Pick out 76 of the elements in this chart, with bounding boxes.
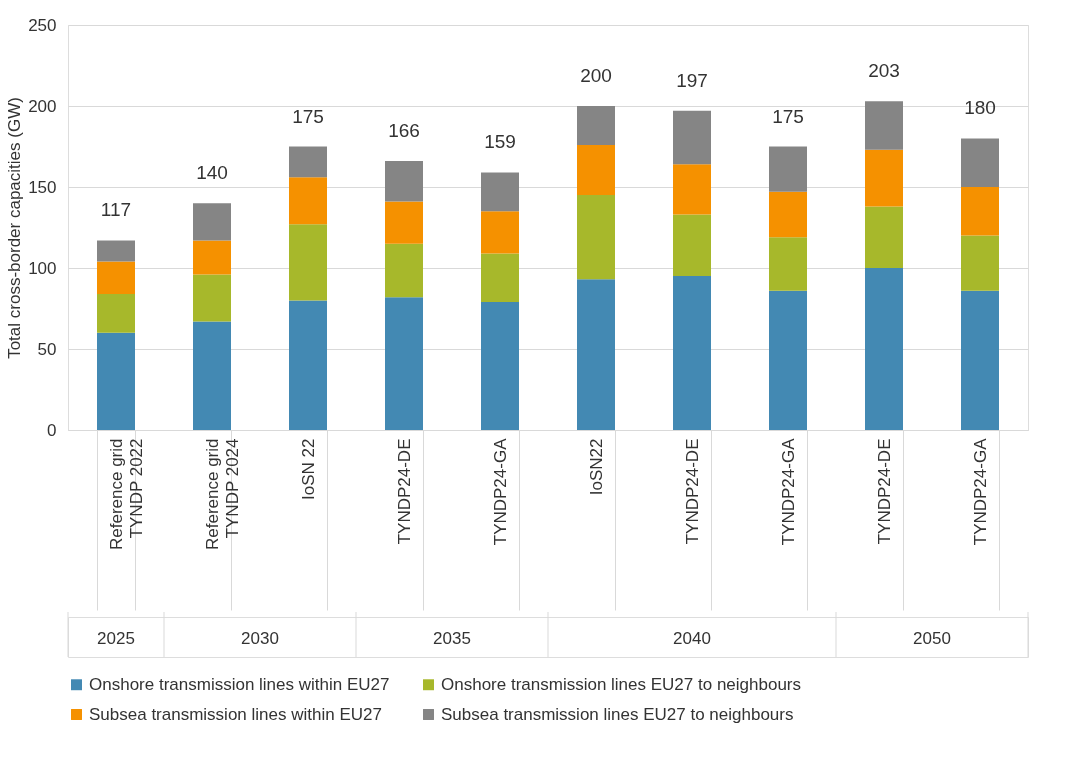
bar: [97, 261, 135, 294]
bar: [673, 164, 711, 215]
x-tick-label: TYNDP24-GA: [778, 437, 798, 546]
bar: [769, 237, 807, 291]
text: 2025: [97, 629, 135, 648]
legend-label: Subsea transmission lines within EU27: [89, 704, 382, 724]
text: 2035: [433, 629, 471, 648]
y-tick-label: 150: [28, 177, 57, 197]
bar: [577, 279, 615, 430]
bar: [769, 146, 807, 192]
x-tick-label: IoSN 22: [298, 438, 318, 500]
bar: [961, 138, 999, 187]
bar: [385, 161, 423, 202]
total-label: 175: [292, 105, 324, 127]
total-label: 159: [484, 131, 516, 153]
x-tick-label: TYNDP24-DE: [874, 438, 894, 545]
bar: [769, 191, 807, 238]
total-label: 166: [388, 120, 420, 142]
total-label: 197: [676, 69, 708, 91]
x-tick-label: TYNDP24-GA: [970, 437, 990, 546]
y-tick-label: 100: [28, 258, 57, 278]
x-tick-label: TYNDP24-DE: [394, 438, 414, 545]
bar: [97, 293, 135, 333]
bar: [385, 243, 423, 298]
total-label: 203: [868, 60, 900, 82]
bar: [289, 300, 327, 430]
bar: [961, 290, 999, 430]
bar: [289, 177, 327, 225]
bar: [865, 206, 903, 268]
bar: [481, 211, 519, 254]
legend-label: Subsea transmission lines EU27 to neighbours: [441, 704, 794, 724]
x-tick-label: Reference grid TYNDP 2024: [202, 438, 242, 551]
text: 2040: [673, 629, 711, 648]
bar: [193, 240, 231, 275]
bar: [481, 302, 519, 430]
bar: [193, 274, 231, 322]
legend-label: Onshore transmission lines EU27 to neighbours: [441, 674, 802, 694]
y-axis-title: Total cross-border capacities (GW): [5, 97, 25, 359]
total-label: 117: [100, 199, 132, 221]
text: 2030: [241, 629, 279, 648]
bar: [385, 201, 423, 244]
total-label: 180: [964, 97, 996, 119]
bar: [577, 144, 615, 196]
bar: [961, 187, 999, 236]
bar: [289, 146, 327, 178]
text: 2050: [913, 629, 951, 648]
bar: [769, 290, 807, 430]
x-tick-label: Reference grid TYNDP 2022: [106, 438, 146, 551]
bar: [97, 332, 135, 430]
x-tick-label: TYNDP24-DE: [682, 438, 702, 545]
bar: [481, 172, 519, 212]
total-label: 200: [580, 65, 612, 86]
total-label: 140: [196, 162, 228, 184]
bar: [193, 203, 231, 241]
bar: [961, 235, 999, 291]
x-tick-label: IoSN22: [586, 438, 606, 496]
bar: [481, 253, 519, 303]
bar: [673, 276, 711, 430]
bar: [865, 101, 903, 150]
bar: [865, 268, 903, 430]
y-tick-label: 0: [47, 420, 57, 440]
bar: [673, 214, 711, 277]
bar: [193, 321, 231, 430]
bar: [865, 149, 903, 207]
y-tick-label: 250: [28, 15, 57, 35]
bar: [385, 297, 423, 430]
bar: [577, 195, 615, 280]
bar: [289, 224, 327, 301]
total-label: 175: [772, 105, 804, 127]
x-tick-label: TYNDP24-GA: [490, 437, 510, 546]
bar: [97, 240, 135, 262]
y-tick-label: 200: [28, 96, 57, 116]
bar: [577, 106, 615, 145]
y-tick-label: 50: [37, 339, 57, 359]
bar: [673, 110, 711, 165]
legend-label: Onshore transmission lines within EU27: [89, 674, 390, 694]
